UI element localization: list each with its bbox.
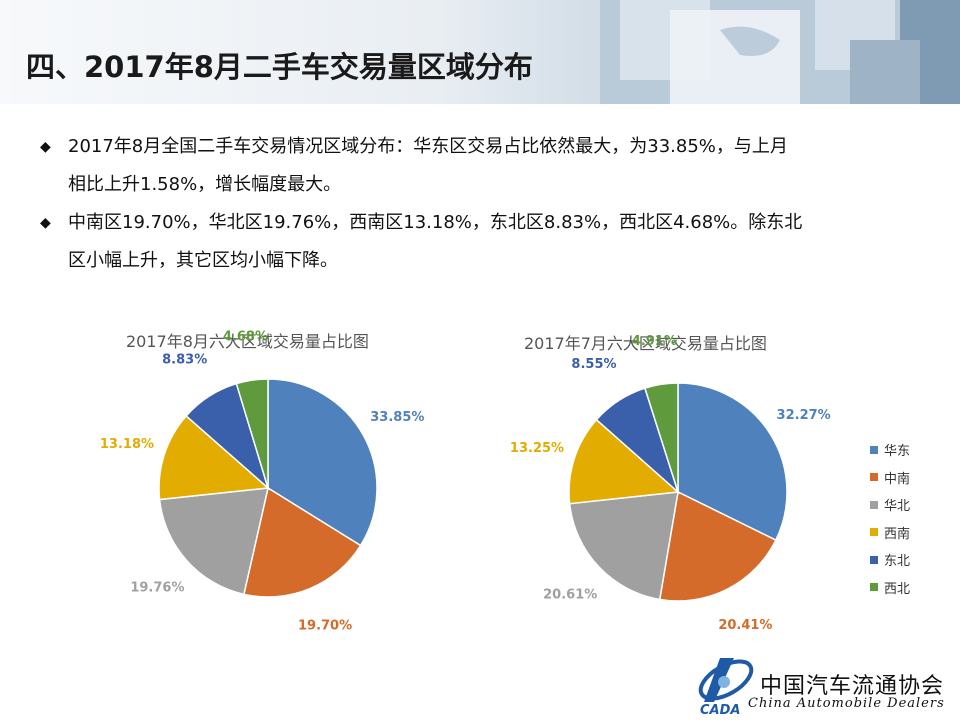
bullet-line: 区小幅上升，其它区均小幅下降。 bbox=[68, 250, 338, 271]
legend-label: 西北 bbox=[884, 581, 911, 597]
pie-data-label: 13.18% bbox=[100, 437, 154, 452]
legend-label: 西南 bbox=[884, 526, 911, 542]
pie-slice-西北 bbox=[643, 382, 679, 493]
cada-logo: CADA bbox=[698, 658, 754, 718]
org-name-en: China Automobile Dealers bbox=[748, 696, 945, 711]
pie-slice-华北 bbox=[158, 487, 269, 596]
legend-swatch bbox=[870, 528, 878, 537]
pie-data-label: 13.25% bbox=[510, 441, 564, 456]
bullet-line: 中南区19.70%，华北区19.76%，西南区13.18%，东北区8.83%，西… bbox=[68, 212, 803, 233]
legend-item: 西南 bbox=[870, 519, 910, 547]
pie-slice-东北 bbox=[185, 382, 270, 491]
pie-slice-中南 bbox=[242, 486, 362, 598]
pie-slice-西北 bbox=[235, 378, 269, 489]
legend-label: 华北 bbox=[884, 499, 911, 515]
legend-swatch bbox=[870, 555, 878, 564]
pie-data-label: 20.61% bbox=[543, 587, 597, 602]
legend-swatch bbox=[870, 473, 878, 482]
pie-slice-东北 bbox=[595, 387, 680, 495]
page-title: 四、2017年8月二手车交易量区域分布 bbox=[26, 50, 533, 84]
chart-legend: 华东 中南 华北 西南 东北 西北 bbox=[870, 436, 910, 601]
chart-title-august: 2017年8月六大区域交易量占比图 bbox=[126, 332, 369, 351]
pie-slice-华北 bbox=[568, 491, 679, 601]
header-decoration-image bbox=[600, 0, 960, 104]
pie-data-label: 33.85% bbox=[370, 410, 424, 425]
pie-slice-中南 bbox=[658, 490, 777, 602]
legend-item: 中南 bbox=[870, 464, 910, 492]
pie-slice-西南 bbox=[158, 414, 270, 501]
bullet-line: 相比上升1.58%，增长幅度最大。 bbox=[68, 174, 342, 195]
org-name-cn: 中国汽车流通协会 bbox=[760, 674, 945, 699]
pie-slice-华东 bbox=[677, 382, 788, 542]
legend-item: 西北 bbox=[870, 574, 910, 602]
legend-item: 华东 bbox=[870, 436, 910, 464]
legend-label: 华东 bbox=[884, 444, 911, 460]
pie-slice-华东 bbox=[267, 378, 378, 547]
legend-item: 华北 bbox=[870, 491, 910, 519]
svg-text:CADA: CADA bbox=[700, 703, 740, 718]
pie-slice-西南 bbox=[568, 418, 680, 505]
header-banner: 四、2017年8月二手车交易量区域分布 bbox=[0, 0, 960, 104]
pie-data-label: 8.83% bbox=[162, 352, 207, 367]
bullet-item: ◆ 2017年8月全国二手车交易情况区域分布：华东区交易占比依然最大，为33.8… bbox=[40, 128, 920, 204]
legend-swatch bbox=[870, 583, 878, 592]
legend-swatch bbox=[870, 500, 878, 509]
bullet-line: 2017年8月全国二手车交易情况区域分布：华东区交易占比依然最大，为33.85%… bbox=[68, 136, 788, 157]
summary-text: ◆ 2017年8月全国二手车交易情况区域分布：华东区交易占比依然最大，为33.8… bbox=[40, 128, 920, 280]
pie-data-label: 19.70% bbox=[298, 619, 352, 634]
pie-data-label: 20.41% bbox=[718, 618, 772, 633]
legend-item: 东北 bbox=[870, 546, 910, 574]
pie-data-label: 19.76% bbox=[130, 580, 184, 595]
legend-swatch bbox=[870, 445, 878, 454]
legend-label: 中南 bbox=[884, 471, 911, 487]
diamond-bullet-icon: ◆ bbox=[40, 215, 51, 231]
pie-data-label: 8.55% bbox=[571, 357, 616, 372]
pie-data-label: 32.27% bbox=[777, 408, 831, 423]
legend-label: 东北 bbox=[884, 554, 911, 570]
chart-title-july: 2017年7月六大区域交易量占比图 bbox=[524, 334, 767, 353]
bullet-item: ◆ 中南区19.70%，华北区19.76%，西南区13.18%，东北区8.83%… bbox=[40, 204, 920, 280]
diamond-bullet-icon: ◆ bbox=[40, 139, 51, 155]
